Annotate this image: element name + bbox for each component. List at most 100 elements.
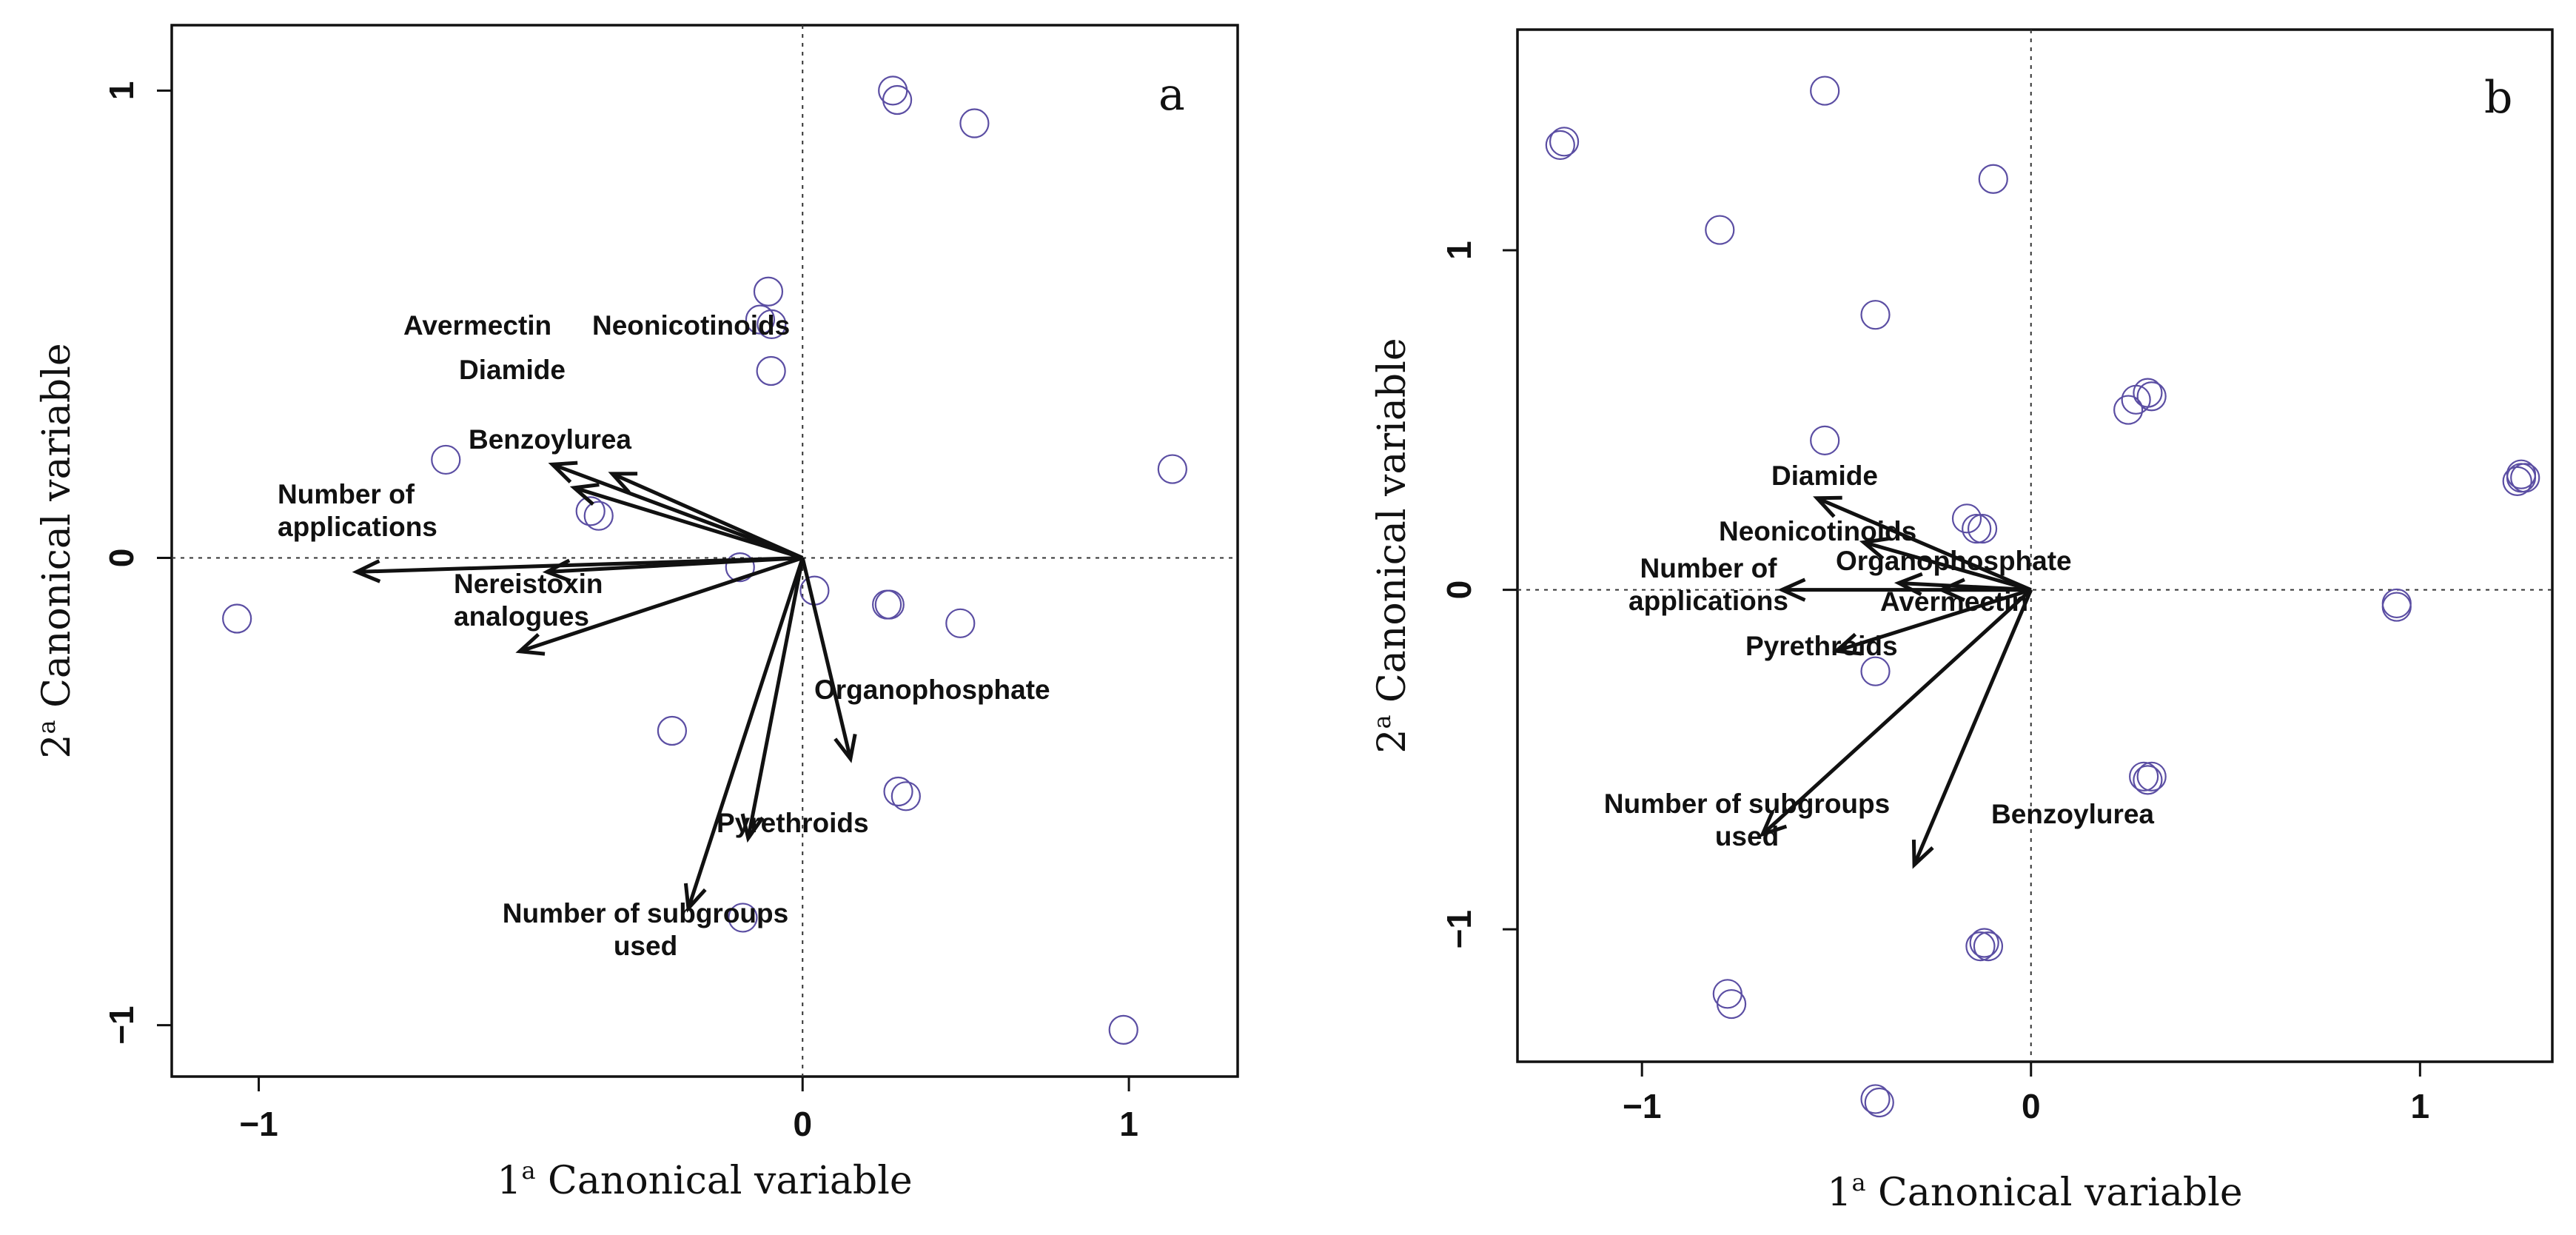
panel-a-vector-arrowhead (740, 813, 765, 843)
panel-b-data-point (1545, 130, 1575, 161)
panel-a-data-point (883, 776, 913, 807)
panel-a-vector-pyrethroids (746, 557, 805, 839)
panel-a-vector-neonicotinoids (611, 472, 804, 560)
panel-a-letter: a (1158, 69, 1185, 121)
panel-b-data-point (1973, 931, 2004, 962)
panel-b-data-point (2506, 463, 2537, 493)
panel-b-data-point (1967, 513, 1998, 544)
panel-a-vector-nereistoxin-analogues (519, 556, 804, 654)
panel-b-vector-label: Number of subgroups used (1604, 789, 1890, 851)
panel-a-vector-arrowhead (683, 883, 707, 913)
panel-b-vector-arrowhead (1911, 839, 1934, 869)
panel-b-y-tick-label: −1 (1440, 910, 1478, 948)
panel-a-data-point (959, 108, 990, 138)
panel-b-vector-label: Pyrethroids (1745, 631, 1898, 661)
panel-b-data-point (2502, 466, 2532, 496)
panel-a-vector-arrowhead (608, 472, 638, 494)
panel-a-y-tick-label: 0 (102, 549, 141, 568)
panel-a-data-point (222, 603, 252, 634)
panel-b-y-axis-title: 2a Canonical variable (1368, 338, 1415, 753)
panel-b-vector-arrowhead (1813, 495, 1842, 518)
panel-b-vector-arrowhead (1936, 578, 1965, 602)
panel-a-data-point (725, 552, 755, 583)
panel-a-y-axis-title: 2a Canonical variable (33, 343, 79, 758)
panel-b-data-point (1864, 1087, 1894, 1118)
panel-b-data-point (1965, 931, 1996, 962)
panel-a-vector-label: Organophosphate (814, 675, 1050, 705)
panel-b-data-point (1860, 300, 1891, 330)
panel-a-x-tick-label: 0 (793, 1105, 812, 1143)
panel-b-data-point (1549, 127, 1580, 157)
panel-b-vector-arrowhead (1859, 537, 1889, 560)
panel-b-data-point (2129, 761, 2159, 791)
panel-b-vector-arrowhead (1777, 578, 1806, 602)
panel-a-data-point (756, 355, 786, 386)
panel-a-vector-arrowhead (548, 461, 578, 483)
panel-a-x-tick-label: 1 (1119, 1105, 1138, 1143)
panel-b-data-point (2381, 588, 2412, 619)
panel-b-vector-arrowhead (1759, 810, 1788, 837)
panel-b-data-point (2133, 765, 2163, 795)
panel-a-data-point (757, 309, 787, 340)
panel-b-letter: b (2484, 72, 2512, 124)
panel-b-vector-label: Number of applications (1629, 553, 1788, 616)
panel-a-vector-label: Number of applications (278, 479, 437, 542)
panel-b-vector-label: Avermectin (1880, 586, 2028, 617)
panel-a-vector-arrowhead (569, 483, 600, 506)
panel-b-x-axis-title: 1a Canonical variable (1827, 1168, 2242, 1215)
panel-a-data-point (890, 781, 921, 811)
panel-a-vector-arrowhead (352, 559, 381, 583)
panel-a-vector-label: Number of subgroups used (503, 898, 788, 961)
panel-b-data-point (1860, 1084, 1891, 1114)
panel-b-data-point (1705, 215, 1735, 245)
panel-b-vector-number-of-subgroups-used (1761, 588, 2033, 836)
panel-a-vector-label: Avermectin (403, 310, 551, 341)
panel-b-data-point (1978, 164, 2008, 194)
panel-a-vector-label: Diamide (459, 355, 566, 385)
panel-a-data-point (874, 589, 905, 620)
panel-b-y-tick-label: 1 (1440, 241, 1478, 260)
panel-b-data-point (2136, 761, 2167, 791)
panel-b-data-point (1962, 513, 1992, 544)
panel-a-vector-organophosphate (800, 557, 853, 760)
panel-a-data-point (728, 903, 758, 933)
panel-a-data-point (945, 608, 976, 638)
panel-a-vector-label: Benzoylurea (469, 424, 631, 455)
panel-b-vector-label: Diamide (1771, 461, 1878, 491)
panel-b-x-tick-label: 0 (2022, 1087, 2041, 1125)
panel-b-x-tick-label: −1 (1623, 1087, 1661, 1125)
panel-b-vector-label: Neonicotinoids (1719, 516, 1916, 546)
panel-a-x-tick-label: −1 (239, 1105, 278, 1143)
panel-b-data-point (1810, 425, 1840, 455)
panel-b-plot: −1 0 1 −1 0 1 1a Canonical variable 2a Canonica… (1368, 28, 2554, 1215)
panel-b-vector-pyrethroids (1836, 588, 2032, 653)
panel-a-vector-label: Neonicotinoids (592, 310, 790, 341)
panel-a-plot: −1 0 1 −1 0 1 1a Canonical variable 2a Canonica… (33, 24, 1239, 1203)
panel-a-data-point (575, 496, 606, 526)
panel-b-vector-benzoylurea (1912, 589, 2033, 866)
panel-a-x-axis-title: 1a Canonical variable (497, 1157, 912, 1203)
panel-a-vector-diamide (573, 486, 803, 560)
panel-b-data-point (1951, 503, 1982, 534)
panel-a-vector-arrowhead (833, 733, 857, 763)
panel-b-data-point (2133, 378, 2163, 408)
panel-a-vector-number-of-subgroups-used (686, 557, 805, 909)
panel-a-data-point (1108, 1014, 1138, 1045)
panel-a-data-point (872, 589, 902, 620)
panel-a-vector-arrowhead (515, 632, 546, 656)
panel-a-data-point (753, 276, 784, 307)
panel-a-data-point (431, 444, 461, 475)
panel-a-data-point (882, 84, 913, 116)
panel-a-vector-label: Nereistoxin analogues (454, 569, 603, 632)
panel-a-data-point (657, 715, 688, 746)
panel-a-vector-avermectin (551, 462, 804, 560)
panel-b-vector-arrowhead (1832, 632, 1862, 656)
panel-b-data-point (1969, 928, 1999, 958)
panel-b-data-point (1860, 656, 1891, 686)
panel-b-data-point (2136, 381, 2167, 412)
panel-b-x-tick-label: 1 (2411, 1087, 2430, 1125)
panel-a-y-tick-label: −1 (102, 1005, 141, 1044)
panel-b-vector-label: Benzoylurea (1991, 799, 2154, 829)
panel-b-data-point (2381, 592, 2412, 622)
